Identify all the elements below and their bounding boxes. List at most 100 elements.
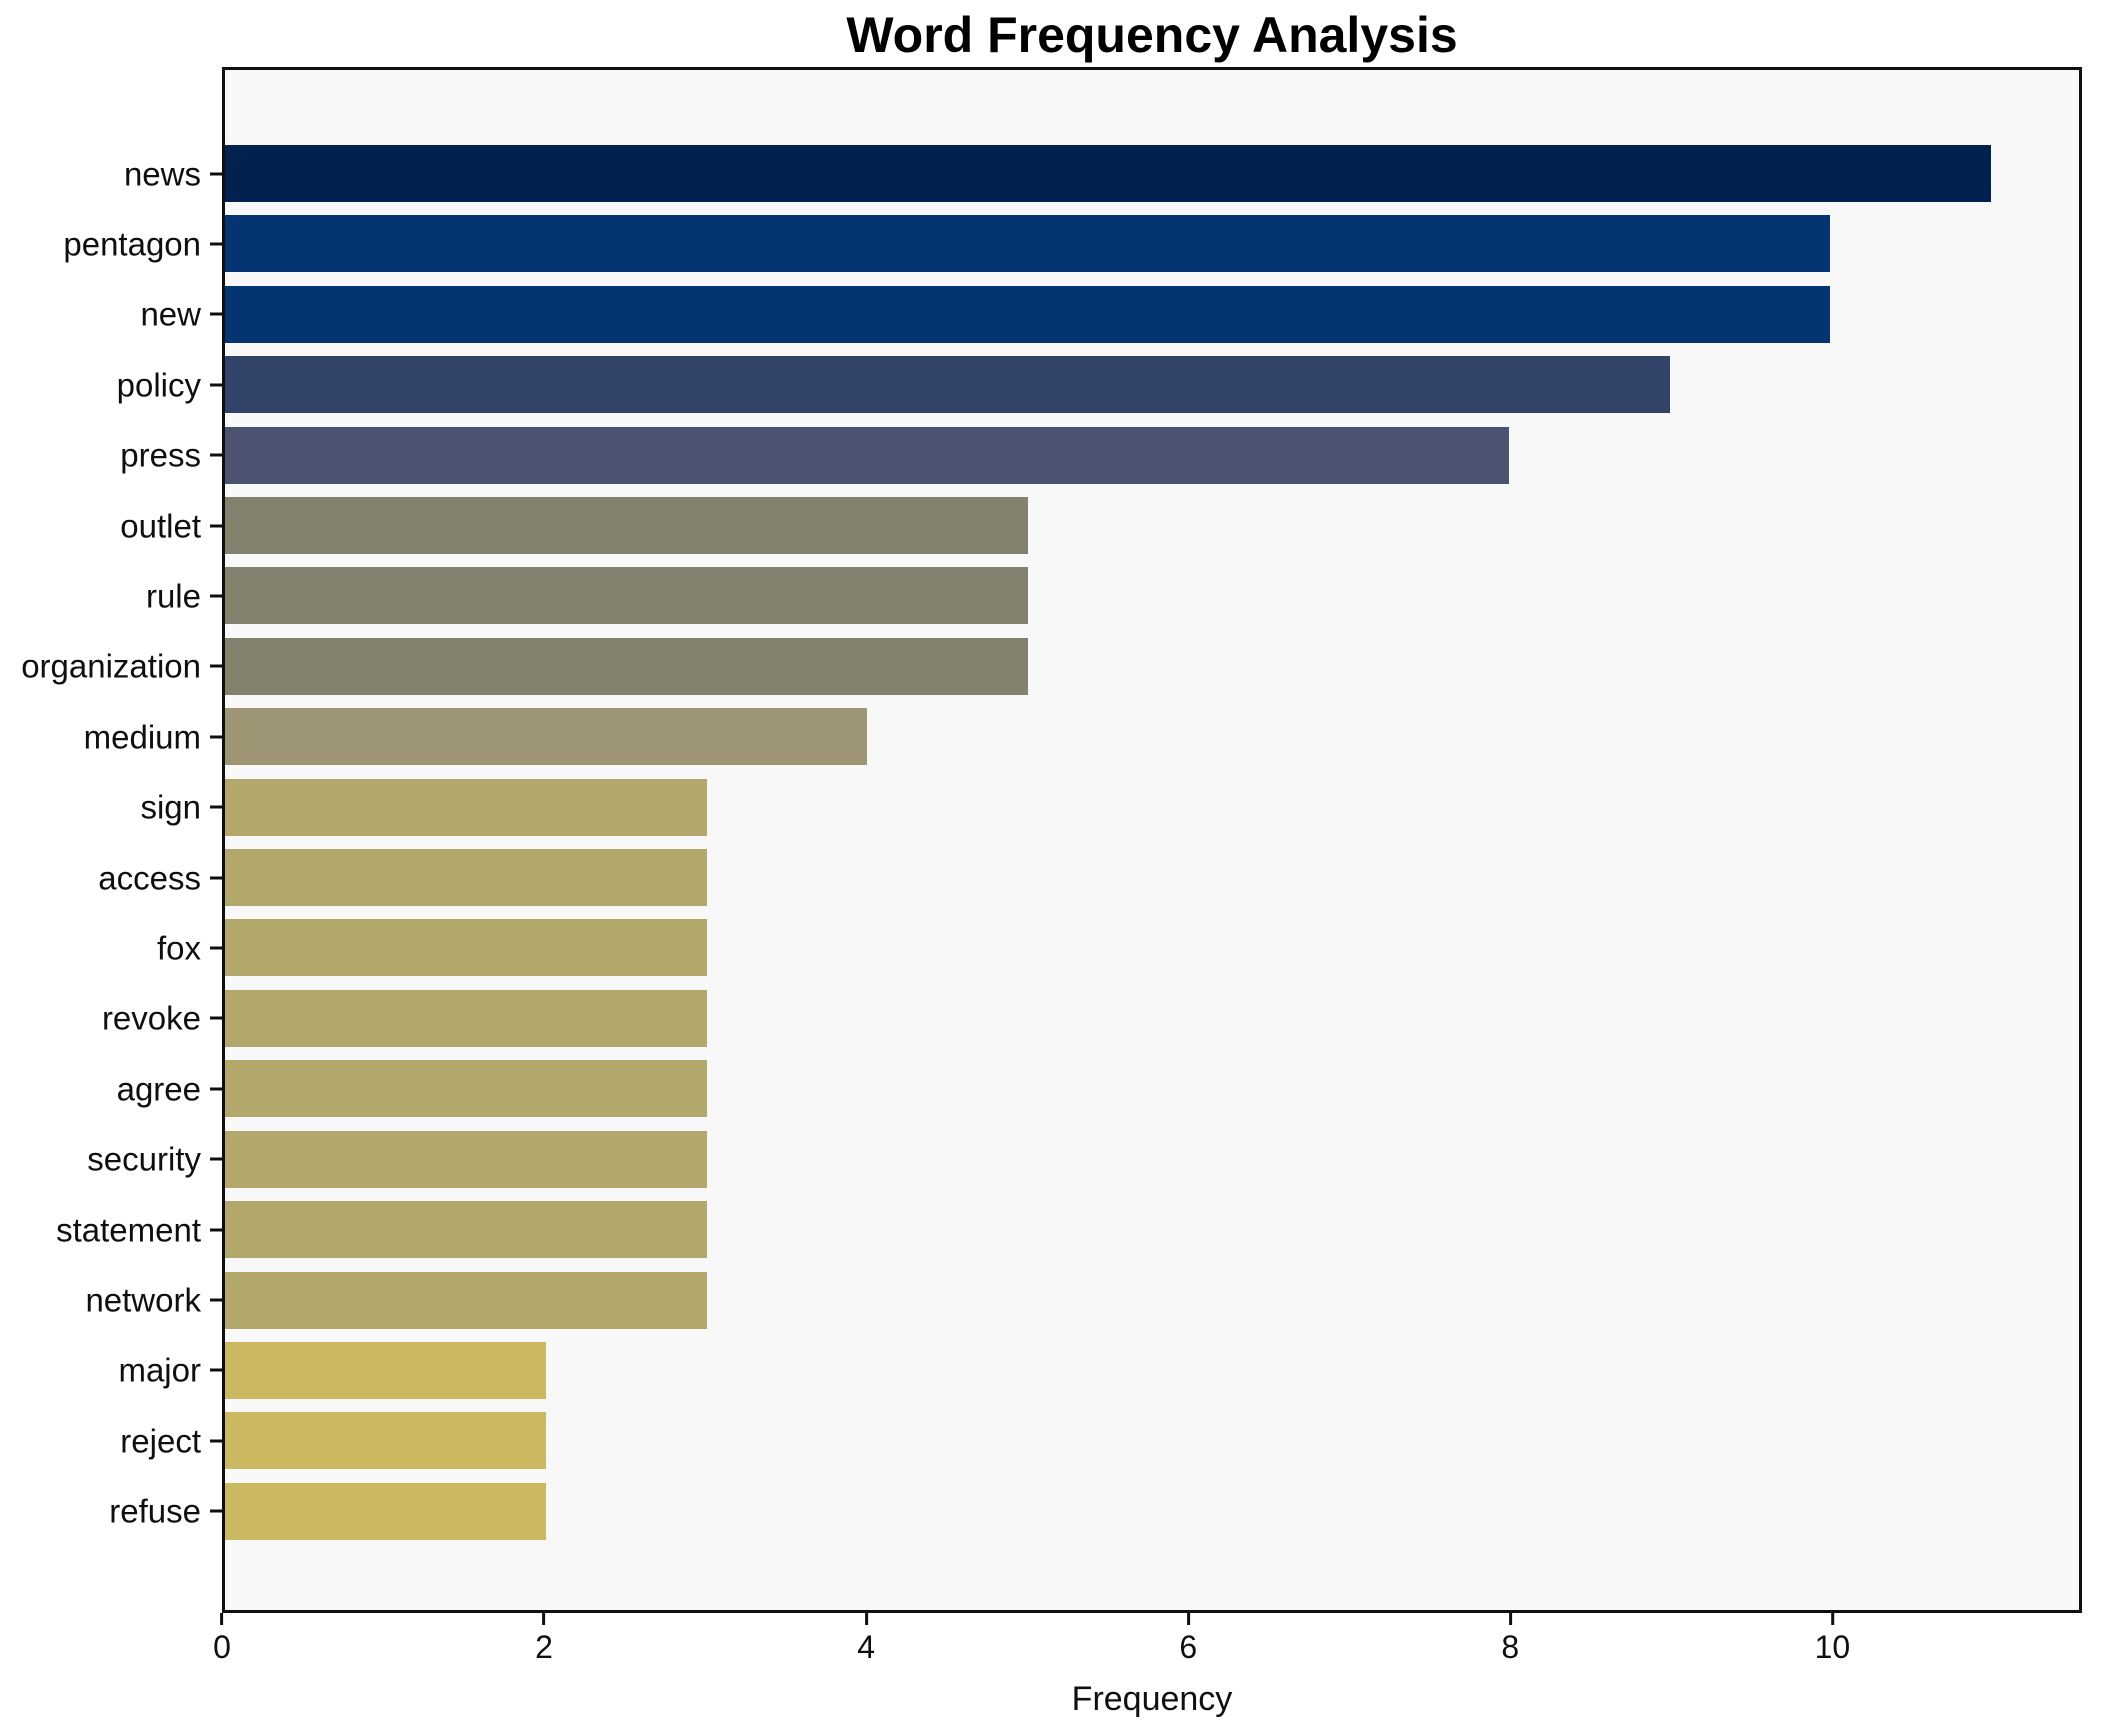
bar	[225, 1060, 707, 1118]
bar-row: organization	[21, 637, 2079, 695]
x-tick-label: 4	[857, 1629, 876, 1665]
bar-rows: news pentagon new policy press outlet rule orga…	[21, 70, 2079, 1610]
bar-row: agree	[117, 1060, 2079, 1118]
bar	[225, 426, 1510, 484]
y-tick-mark	[210, 1157, 222, 1161]
bar	[225, 1482, 547, 1540]
y-tick-mark	[210, 312, 222, 316]
y-tick-label: statement	[56, 1211, 201, 1249]
y-tick-label: access	[98, 859, 201, 897]
bar-row: pentagon	[63, 215, 2079, 273]
bar-row: outlet	[120, 497, 2079, 555]
y-tick-label: rule	[145, 577, 201, 615]
bar	[225, 285, 1831, 343]
bar	[225, 567, 1028, 625]
bar-row: security	[87, 1130, 2079, 1188]
y-tick-mark	[210, 524, 222, 528]
x-tick: 4	[857, 1613, 875, 1663]
y-tick-label: sign	[140, 788, 201, 826]
bar	[225, 145, 1991, 202]
x-tick: 10	[1814, 1613, 1851, 1665]
x-tick-label: 0	[213, 1629, 231, 1665]
x-tick-label: 6	[1179, 1629, 1198, 1665]
y-tick-label: security	[87, 1140, 201, 1178]
bar	[225, 637, 1028, 695]
bar	[225, 1412, 547, 1470]
y-tick-mark	[210, 664, 222, 668]
bar	[225, 497, 1028, 555]
bar-row: network	[85, 1271, 2079, 1329]
x-tick-label: 10	[1814, 1629, 1851, 1665]
y-tick-label: medium	[83, 718, 201, 756]
x-axis-label: Frequency	[1071, 1680, 1233, 1718]
x-tick: 0	[213, 1613, 231, 1663]
x-tick-mark	[1830, 1613, 1834, 1625]
bar-row: policy	[117, 356, 2079, 414]
bar-row: access	[98, 849, 2079, 907]
y-tick-mark	[210, 383, 222, 387]
y-tick-label: organization	[21, 647, 201, 685]
x-tick: 6	[1179, 1613, 1197, 1663]
bar-row: press	[120, 426, 2079, 484]
bar-row: refuse	[109, 1482, 2079, 1540]
bar	[225, 1341, 547, 1399]
y-tick-mark	[210, 1228, 222, 1232]
y-tick-mark	[210, 1439, 222, 1443]
y-tick-mark	[210, 876, 222, 880]
bar	[225, 1130, 707, 1188]
x-tick-mark	[1508, 1613, 1512, 1625]
y-tick-mark	[210, 1087, 222, 1091]
x-tick-mark	[1186, 1613, 1190, 1625]
bar	[225, 1201, 707, 1259]
bar	[225, 356, 1670, 414]
y-tick-label: revoke	[101, 999, 201, 1037]
bar	[225, 989, 707, 1047]
bar-row: new	[140, 285, 2079, 343]
y-tick-mark	[210, 1368, 222, 1372]
bar-row: major	[118, 1341, 2079, 1399]
y-tick-label: agree	[116, 1070, 201, 1108]
bar-row: statement	[56, 1201, 2079, 1259]
bar-row: rule	[146, 567, 2079, 625]
x-tick-mark	[220, 1613, 224, 1625]
y-tick-label: outlet	[120, 507, 201, 545]
plot-area: news pentagon new policy press outlet rule orga…	[21, 67, 2082, 1613]
y-tick-mark	[210, 1016, 222, 1020]
bar-row: sign	[140, 778, 2079, 836]
bar	[225, 215, 1831, 273]
y-tick-label: refuse	[109, 1492, 201, 1530]
x-tick-mark	[864, 1613, 868, 1625]
x-tick-label: 8	[1501, 1629, 1520, 1665]
x-tick-mark	[542, 1613, 546, 1625]
y-tick-label: reject	[120, 1422, 201, 1460]
x-tick-label: 2	[535, 1629, 553, 1665]
y-tick-mark	[210, 946, 222, 950]
x-tick: 2	[535, 1613, 553, 1663]
bar-row: reject	[120, 1412, 2079, 1470]
chart-title: Word Frequency Analysis	[846, 7, 1458, 63]
y-tick-label: press	[120, 436, 201, 474]
y-tick-label: pentagon	[63, 225, 201, 263]
y-tick-label: fox	[156, 929, 201, 967]
bar	[225, 708, 868, 766]
y-tick-label: network	[85, 1281, 201, 1319]
bar	[225, 1271, 707, 1329]
bar	[225, 778, 707, 836]
y-tick-label: news	[123, 155, 201, 192]
bar-row: fox	[157, 919, 2079, 977]
y-tick-label: policy	[116, 366, 201, 404]
y-tick-mark	[210, 453, 222, 457]
y-tick-mark	[210, 805, 222, 809]
y-tick-label: major	[118, 1351, 201, 1389]
bar	[225, 849, 707, 907]
bar-row: medium	[84, 708, 2079, 766]
y-tick-mark	[210, 172, 222, 175]
y-tick-mark	[210, 1509, 222, 1513]
x-tick: 8	[1501, 1613, 1519, 1663]
y-tick-label: new	[140, 295, 201, 333]
bar	[225, 919, 707, 977]
x-axis: 0 2 4 6 8 10	[213, 1613, 2082, 1673]
y-tick-mark	[210, 1298, 222, 1302]
bar-row: revoke	[102, 989, 2079, 1047]
